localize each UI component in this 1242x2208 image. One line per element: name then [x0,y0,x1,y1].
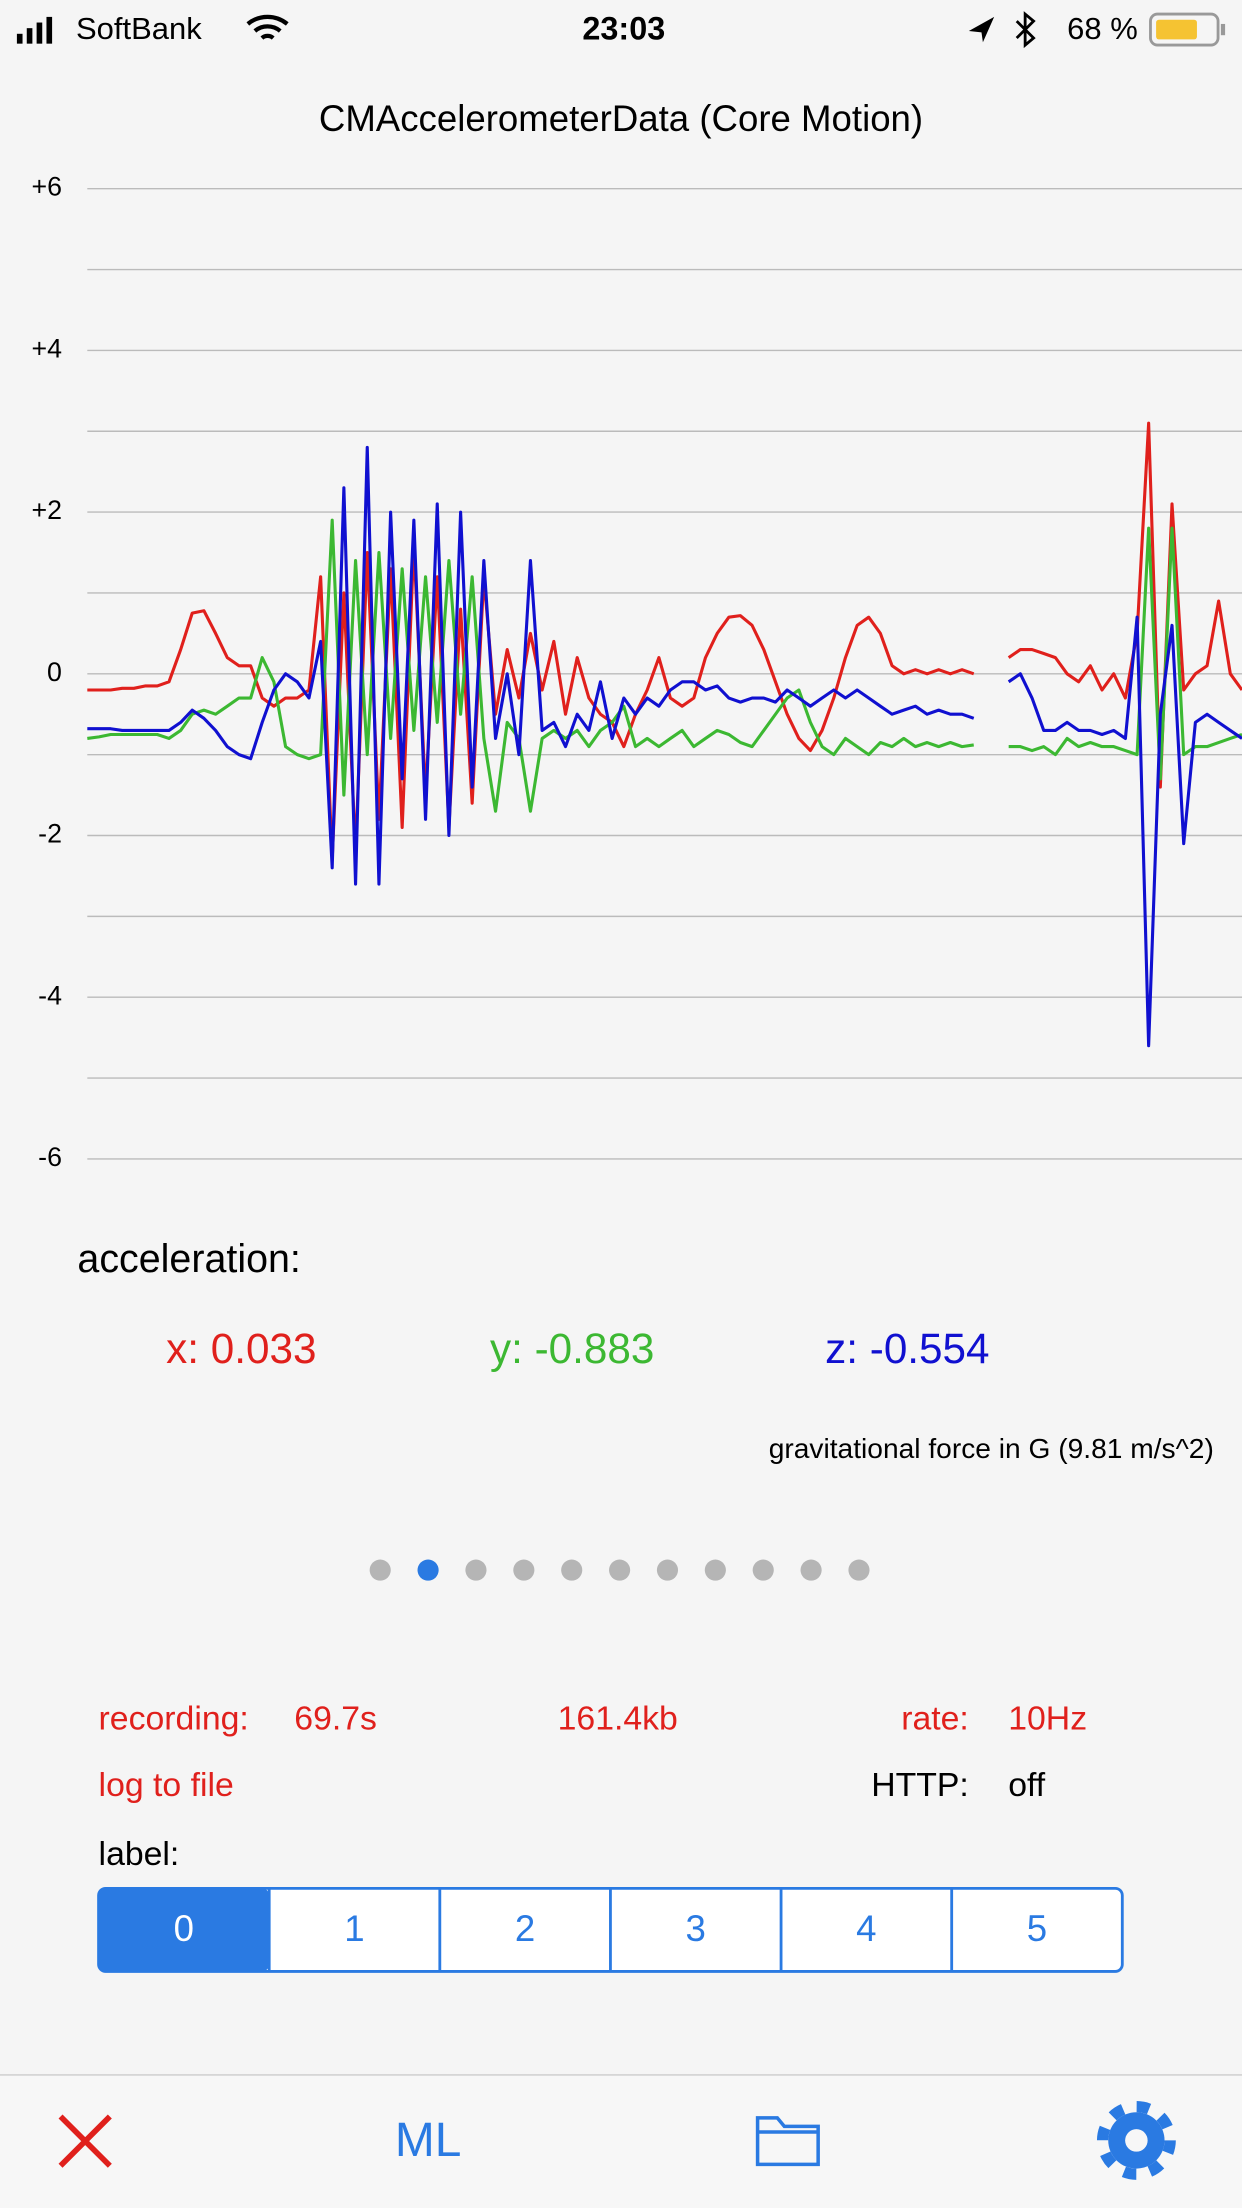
gear-hole [1125,2129,1148,2152]
segment-label[interactable]: 4 [856,1908,876,1949]
location-icon [968,16,995,43]
recording-label: recording: [99,1700,249,1738]
page-dot[interactable] [561,1559,583,1581]
recording-duration: 69.7s [294,1700,377,1738]
wifi-icon [246,14,289,40]
readout-y: y: -0.883 [490,1325,654,1372]
bluetooth-icon [1015,11,1036,49]
y-tick-label: +6 [31,172,61,202]
folder-button[interactable] [755,2116,820,2167]
segment-label[interactable]: 2 [515,1908,535,1949]
battery-tip [1220,23,1226,36]
readout-z: z: -0.554 [825,1325,989,1372]
signal-bar [36,22,43,44]
rate-value: 10Hz [1008,1700,1087,1738]
series-line [87,421,1242,862]
page-dot[interactable] [465,1559,487,1581]
y-tick-label: -2 [38,819,62,849]
readout-heading: acceleration: [77,1237,300,1281]
segment-label[interactable]: 3 [686,1908,706,1949]
http-value: off [1008,1766,1046,1804]
y-tick-label: 0 [47,657,62,687]
page-dot[interactable] [704,1559,726,1581]
y-tick-label: -6 [38,1142,62,1172]
chart-title: CMAccelerometerData (Core Motion) [319,98,923,139]
signal-bar [26,28,33,44]
page-dot[interactable] [656,1559,679,1581]
recording-info: recording: 69.7s 161.4kb rate: 10Hz log … [99,1700,1088,1804]
rate-label: rate: [901,1700,969,1738]
clock: 23:03 [582,11,665,47]
chart: +6 +4 +2 0 -2 -4 -6 [31,172,1242,1172]
close-button[interactable] [58,2114,112,2168]
page-control[interactable] [369,1559,870,1581]
signal-bar [46,16,53,44]
label-title: label: [99,1835,180,1873]
page-dot[interactable] [513,1559,535,1581]
page-dot[interactable] [752,1559,774,1581]
battery-percent: 68 % [1067,11,1138,46]
status-bar: SoftBank 23:03 68 % [16,11,1226,49]
series-line [87,518,1242,813]
segment-label[interactable]: 5 [1027,1908,1047,1949]
segmented-control[interactable]: 0 1 2 3 4 5 [97,1886,1124,1973]
segment-label[interactable]: 0 [174,1908,194,1949]
signal-bar [16,33,23,44]
segment-selected[interactable] [98,1888,270,1972]
gear-teeth [1096,2100,1176,2180]
page-dot[interactable] [800,1559,822,1581]
page-dot[interactable] [417,1559,439,1581]
http-label: HTTP: [871,1766,969,1804]
readout-x: x: 0.033 [166,1325,316,1372]
log-to-file[interactable]: log to file [99,1766,234,1804]
y-tick-label: +2 [31,495,61,525]
ml-button[interactable]: ML [395,2114,461,2167]
tab-bar: ML [0,2074,1242,2208]
y-tick-label: +4 [31,333,62,363]
settings-button[interactable] [1096,2100,1176,2180]
battery-frame [1149,12,1220,47]
page-dot[interactable] [609,1559,631,1581]
series-line [87,445,1242,1048]
page-dot[interactable] [848,1559,870,1581]
tab-bar-bg [0,2074,1242,2208]
page-dot[interactable] [369,1559,391,1581]
unit-note: gravitational force in G (9.81 m/s^2) [769,1433,1214,1464]
carrier: SoftBank [76,11,202,46]
segment-label[interactable]: 1 [344,1908,364,1949]
recording-size: 161.4kb [558,1700,678,1738]
y-tick-label: -4 [38,980,62,1010]
battery-level [1156,19,1197,40]
